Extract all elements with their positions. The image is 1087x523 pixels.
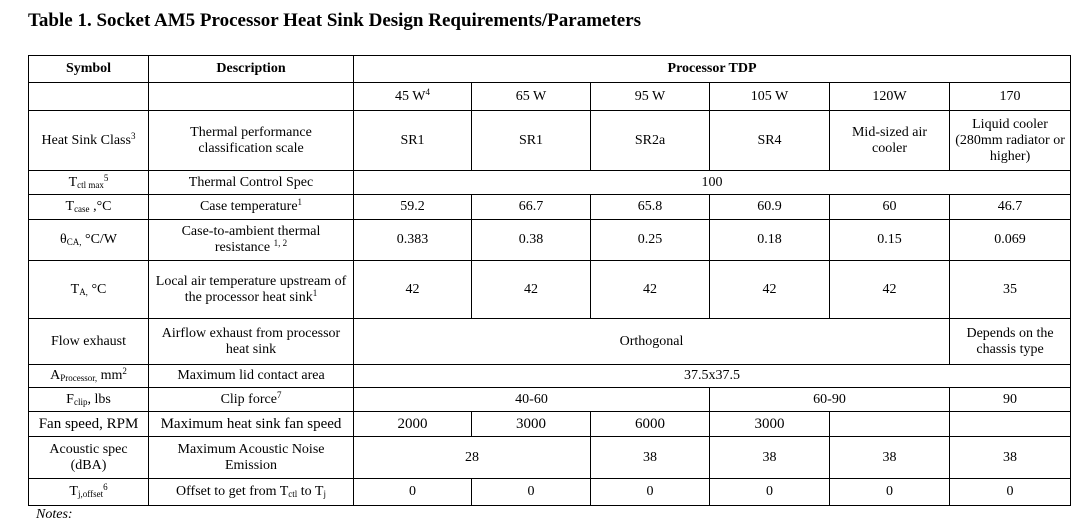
value-cell: SR4 bbox=[709, 110, 830, 171]
value-cell: 0 bbox=[471, 478, 591, 506]
description-cell: Case-to-ambient thermal resistance 1, 2 bbox=[148, 219, 354, 261]
description-cell: Maximum lid contact area bbox=[148, 364, 354, 388]
value-cell: 0.383 bbox=[353, 219, 472, 261]
table-row: Flow exhaust Airflow exhaust from proces… bbox=[28, 318, 1072, 365]
value-cell: Liquid cooler (280mm radiator or higher) bbox=[948, 110, 1072, 171]
description-cell: Thermal Control Spec bbox=[148, 170, 354, 195]
symbol-cell: Acoustic spec (dBA) bbox=[28, 436, 149, 479]
header-symbol: Symbol bbox=[28, 55, 149, 83]
symbol-cell: θCA, °C/W bbox=[28, 219, 149, 261]
value-cell: 0.38 bbox=[471, 219, 591, 261]
table-row: Heat Sink Class3 Thermal performance cla… bbox=[28, 110, 1072, 171]
symbol-cell: Flow exhaust bbox=[28, 318, 149, 365]
value-cell: Mid-sized air cooler bbox=[829, 110, 950, 171]
description-cell: Local air temperature upstream of the pr… bbox=[148, 260, 354, 319]
value-cell: 0.18 bbox=[709, 219, 830, 261]
value-cell: 0 bbox=[590, 478, 710, 506]
value-cell: 38 bbox=[829, 436, 950, 479]
table-row: θCA, °C/W Case-to-ambient thermal resist… bbox=[28, 219, 1072, 261]
value-cell: 42 bbox=[471, 260, 591, 319]
value-cell: 59.2 bbox=[353, 194, 472, 220]
table-row: Fclip, lbs Clip force7 40-60 60-90 90 bbox=[28, 387, 1072, 412]
value-cell: Depends on the chassis type bbox=[948, 318, 1072, 365]
tdp-cell: 170 bbox=[948, 82, 1072, 111]
header-description: Description bbox=[148, 55, 354, 83]
table-row: Fan speed, RPM Maximum heat sink fan spe… bbox=[28, 411, 1072, 437]
heat-sink-requirements-table: Symbol Description Processor TDP 45 W4 6… bbox=[28, 55, 1072, 506]
header-row: Symbol Description Processor TDP bbox=[28, 55, 1072, 83]
value-cell: 66.7 bbox=[471, 194, 591, 220]
tdp-row: 45 W4 65 W 95 W 105 W 120W 170 bbox=[28, 82, 1072, 111]
table-row: Tcase ,°C Case temperature1 59.2 66.7 65… bbox=[28, 194, 1072, 220]
value-cell: 65.8 bbox=[590, 194, 710, 220]
value-cell: 0 bbox=[948, 478, 1072, 506]
value-cell: 42 bbox=[353, 260, 472, 319]
value-cell: 42 bbox=[590, 260, 710, 319]
value-cell: 0 bbox=[709, 478, 830, 506]
table-row: AProcessor, mm2 Maximum lid contact area… bbox=[28, 364, 1072, 388]
value-cell: 3000 bbox=[709, 411, 830, 437]
description-cell: Maximum heat sink fan speed bbox=[148, 411, 354, 437]
description-cell: Thermal performance classification scale bbox=[148, 110, 354, 171]
description-cell: Offset to get from Tctl to Tj bbox=[148, 478, 354, 506]
tdp-cell: 120W bbox=[829, 82, 950, 111]
value-cell bbox=[829, 411, 950, 437]
value-cell: 0.069 bbox=[948, 219, 1072, 261]
value-cell: 60 bbox=[829, 194, 950, 220]
header-processor-tdp: Processor TDP bbox=[352, 55, 1072, 83]
symbol-cell: AProcessor, mm2 bbox=[28, 364, 149, 388]
table-row: Tctl max5 Thermal Control Spec 100 bbox=[28, 170, 1072, 195]
value-cell: 37.5x37.5 bbox=[352, 364, 1072, 388]
value-cell: 0.25 bbox=[590, 219, 710, 261]
value-cell: 46.7 bbox=[948, 194, 1072, 220]
description-cell: Maximum Acoustic Noise Emission bbox=[148, 436, 354, 479]
value-cell: 0 bbox=[353, 478, 472, 506]
tdp-cell: 105 W bbox=[709, 82, 830, 111]
value-cell: 28 bbox=[353, 436, 591, 479]
value-cell: 42 bbox=[829, 260, 950, 319]
symbol-cell: Tj,offset6 bbox=[28, 478, 149, 506]
value-cell: SR1 bbox=[353, 110, 472, 171]
value-cell: 60-90 bbox=[709, 387, 950, 412]
table-row: Tj,offset6 Offset to get from Tctl to Tj… bbox=[28, 478, 1072, 506]
value-cell: 6000 bbox=[590, 411, 710, 437]
tdp-cell: 95 W bbox=[590, 82, 710, 111]
value-cell: 0 bbox=[829, 478, 950, 506]
value-cell: 38 bbox=[948, 436, 1072, 479]
value-cell: 90 bbox=[948, 387, 1072, 412]
symbol-cell: TA, °C bbox=[28, 260, 149, 319]
value-cell: 2000 bbox=[353, 411, 472, 437]
table-title: Table 1. Socket AM5 Processor Heat Sink … bbox=[28, 10, 642, 31]
value-cell: 40-60 bbox=[353, 387, 710, 412]
symbol-cell: Tcase ,°C bbox=[28, 194, 149, 220]
symbol-cell: Tctl max5 bbox=[28, 170, 149, 195]
value-cell: Orthogonal bbox=[353, 318, 950, 365]
description-cell: Clip force7 bbox=[148, 387, 354, 412]
value-cell: 100 bbox=[352, 170, 1072, 195]
symbol-cell: Heat Sink Class3 bbox=[28, 110, 149, 171]
description-cell: Airflow exhaust from processor heat sink bbox=[148, 318, 354, 365]
symbol-cell: Fan speed, RPM bbox=[28, 411, 149, 437]
tdp-cell: 65 W bbox=[471, 82, 591, 111]
description-cell: Case temperature1 bbox=[148, 194, 354, 220]
symbol-cell: Fclip, lbs bbox=[28, 387, 149, 412]
value-cell: 38 bbox=[709, 436, 830, 479]
notes-label: Notes: bbox=[36, 507, 73, 522]
value-cell: SR1 bbox=[471, 110, 591, 171]
table-row: Acoustic spec (dBA) Maximum Acoustic Noi… bbox=[28, 436, 1072, 479]
value-cell bbox=[948, 411, 1072, 437]
value-cell: 3000 bbox=[471, 411, 591, 437]
table-row: TA, °C Local air temperature upstream of… bbox=[28, 260, 1072, 319]
value-cell: 35 bbox=[948, 260, 1072, 319]
value-cell: 42 bbox=[709, 260, 830, 319]
tdp-cell: 45 W4 bbox=[353, 82, 472, 111]
value-cell: SR2a bbox=[590, 110, 710, 171]
value-cell: 38 bbox=[590, 436, 710, 479]
value-cell: 60.9 bbox=[709, 194, 830, 220]
value-cell: 0.15 bbox=[829, 219, 950, 261]
